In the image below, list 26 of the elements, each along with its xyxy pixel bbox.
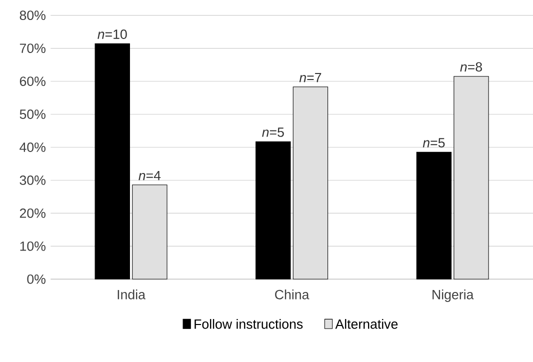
bar [94, 44, 130, 280]
y-tick-label: 0% [27, 274, 46, 284]
bar [256, 141, 291, 280]
annotation: n=8 [460, 62, 482, 72]
x-tick-label: China [275, 290, 310, 300]
x-tick-label: India [118, 290, 146, 300]
bar [132, 184, 168, 280]
x-tick-label: Nigeria [432, 290, 474, 302]
y-tick-label: 30% [20, 176, 46, 186]
legend-label: Follow instructions [194, 319, 303, 329]
bar [292, 86, 328, 280]
y-tick-label: 20% [20, 208, 46, 218]
annotation: n=10 [98, 30, 127, 40]
y-tick-label: 50% [20, 110, 46, 120]
annotation: n=4 [138, 171, 161, 180]
y-tick-label: 60% [20, 76, 46, 86]
y-tick-label: 10% [20, 242, 46, 251]
bar [416, 152, 452, 280]
y-tick-label: 80% [20, 10, 46, 20]
annotation: n=5 [262, 128, 284, 138]
y-tick-label: 70% [20, 44, 46, 54]
legend-label: Alternative [335, 319, 398, 329]
annotation: n=7 [299, 73, 322, 82]
bar [454, 76, 489, 280]
y-tick-label: 40% [20, 142, 46, 152]
annotation: n=5 [422, 138, 445, 148]
